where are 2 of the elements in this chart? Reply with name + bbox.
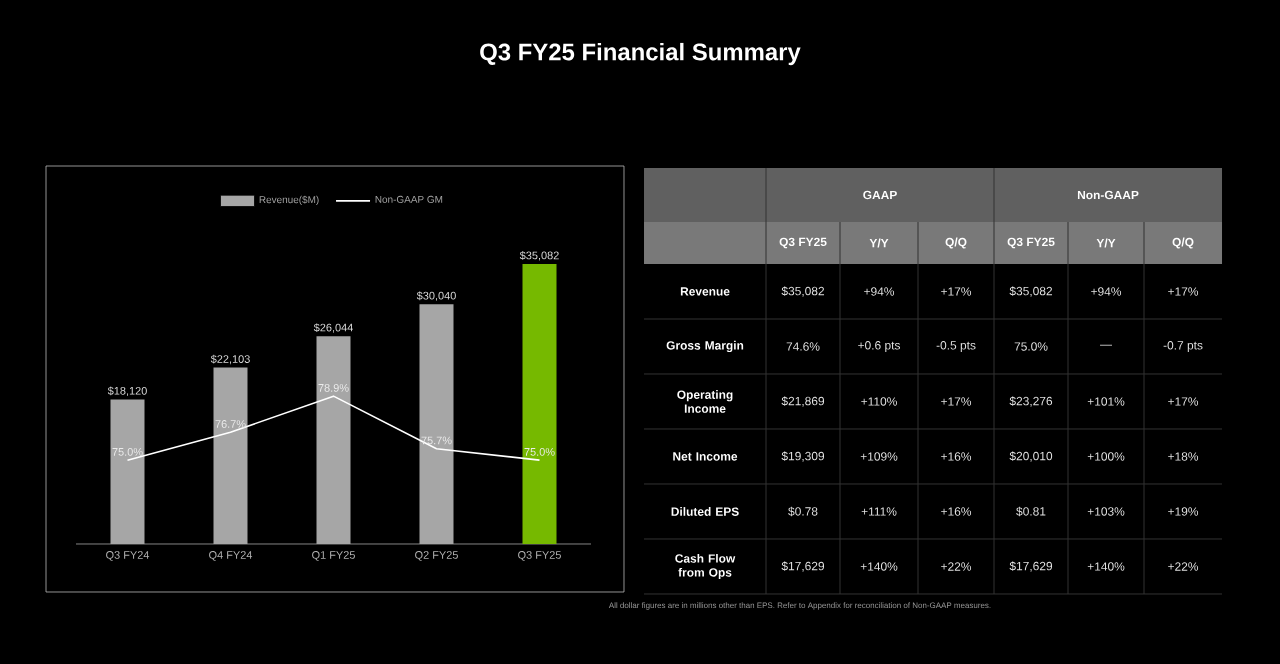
text: Q3 FY25 Financial Summary [480, 42, 801, 66]
bar [522, 264, 557, 544]
